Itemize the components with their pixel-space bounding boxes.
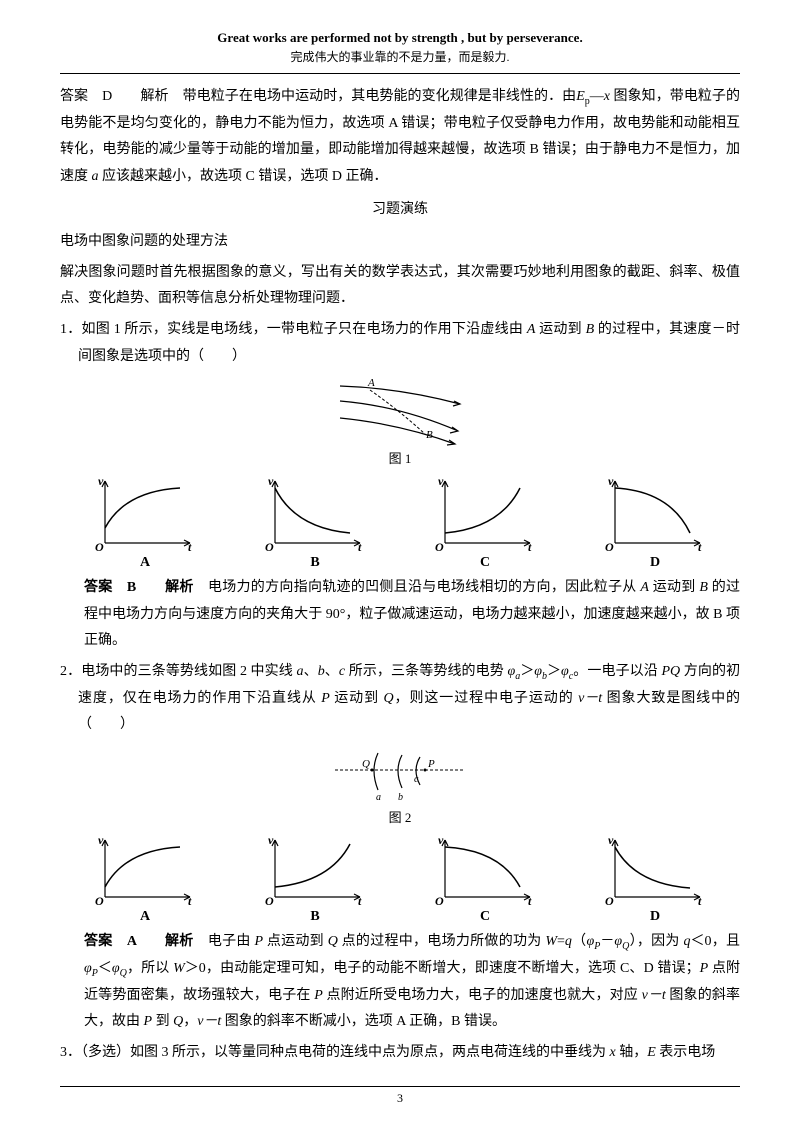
svg-text:t: t <box>528 540 532 553</box>
svg-text:t: t <box>698 540 702 553</box>
svg-text:B: B <box>426 429 433 441</box>
q1-answer: 答案 B 解析 电场力的方向指向轨迹的凹侧且沿与电场线相切的方向，因此粒子从 A… <box>60 575 740 655</box>
svg-text:v: v <box>608 833 614 847</box>
svg-text:v: v <box>98 833 104 847</box>
svg-text:a: a <box>376 792 381 803</box>
question-3: 3．（多选）如图 3 所示，以等量同种点电荷的连线中点为原点，两点电荷连线的中垂… <box>60 1040 740 1067</box>
svg-text:O: O <box>265 894 274 907</box>
q2-answer: 答案 A 解析 电子由 P 点运动到 Q 点的过程中，电场力所做的功为 W=q（… <box>60 929 740 1036</box>
intro-text: 解决图象问题时首先根据图象的意义，写出有关的数学表达式，其次需要巧妙地利用图象的… <box>60 260 740 313</box>
q1-option-a: v t O A <box>60 473 230 571</box>
header-quote-zh: 完成伟大的事业靠的不是力量，而是毅力. <box>60 48 740 65</box>
svg-text:v: v <box>438 474 444 488</box>
svg-text:c: c <box>414 774 419 785</box>
subtitle: 电场中图象问题的处理方法 <box>60 229 740 256</box>
q2-options: v t O A v t O B <box>60 832 740 925</box>
q1-option-b: v t O B <box>230 473 400 571</box>
figure-1-label: 图 1 <box>60 448 740 467</box>
svg-text:O: O <box>95 894 104 907</box>
svg-text:t: t <box>188 894 192 907</box>
svg-text:t: t <box>528 894 532 907</box>
q2-option-d: v t O D <box>570 832 740 925</box>
svg-text:t: t <box>358 894 362 907</box>
svg-text:O: O <box>95 540 104 553</box>
svg-text:A: A <box>367 377 375 389</box>
q2-option-a: v t O A <box>60 832 230 925</box>
svg-text:v: v <box>268 474 274 488</box>
question-2: 2．电场中的三条等势线如图 2 中实线 a、b、c 所示，三条等势线的电势 φa… <box>60 659 740 739</box>
figure-2: Q P a b c <box>60 745 740 805</box>
header-quote-en: Great works are performed not by strengt… <box>60 30 740 46</box>
svg-text:v: v <box>98 474 104 488</box>
q1-option-c: v t O C <box>400 473 570 571</box>
svg-text:O: O <box>605 540 614 553</box>
svg-text:t: t <box>698 894 702 907</box>
svg-text:v: v <box>608 474 614 488</box>
header-rule <box>60 73 740 74</box>
page-number: 3 <box>397 1091 403 1105</box>
svg-text:v: v <box>268 833 274 847</box>
question-1: 1．如图 1 所示，实线是电场线，一带电粒子只在电场力的作用下沿虚线由 A 运动… <box>60 317 740 370</box>
q2-option-b: v t O B <box>230 832 400 925</box>
svg-text:O: O <box>435 540 444 553</box>
intro-answer: 答案 D 解析 带电粒子在电场中运动时，其电势能的变化规律是非线性的．由Ep—x… <box>60 84 740 191</box>
svg-text:t: t <box>188 540 192 553</box>
svg-text:b: b <box>398 792 403 803</box>
svg-text:Q: Q <box>362 758 370 770</box>
q1-option-d: v t O D <box>570 473 740 571</box>
svg-text:O: O <box>265 540 274 553</box>
svg-text:O: O <box>435 894 444 907</box>
svg-text:t: t <box>358 540 362 553</box>
page-footer: 3 <box>60 1086 740 1106</box>
figure-1: A B <box>60 376 740 446</box>
figure-2-label: 图 2 <box>60 807 740 826</box>
svg-text:P: P <box>427 758 435 770</box>
q2-option-c: v t O C <box>400 832 570 925</box>
section-title: 习题演练 <box>60 197 740 224</box>
svg-text:v: v <box>438 833 444 847</box>
svg-text:O: O <box>605 894 614 907</box>
q1-options: v t O A v t O B <box>60 473 740 571</box>
